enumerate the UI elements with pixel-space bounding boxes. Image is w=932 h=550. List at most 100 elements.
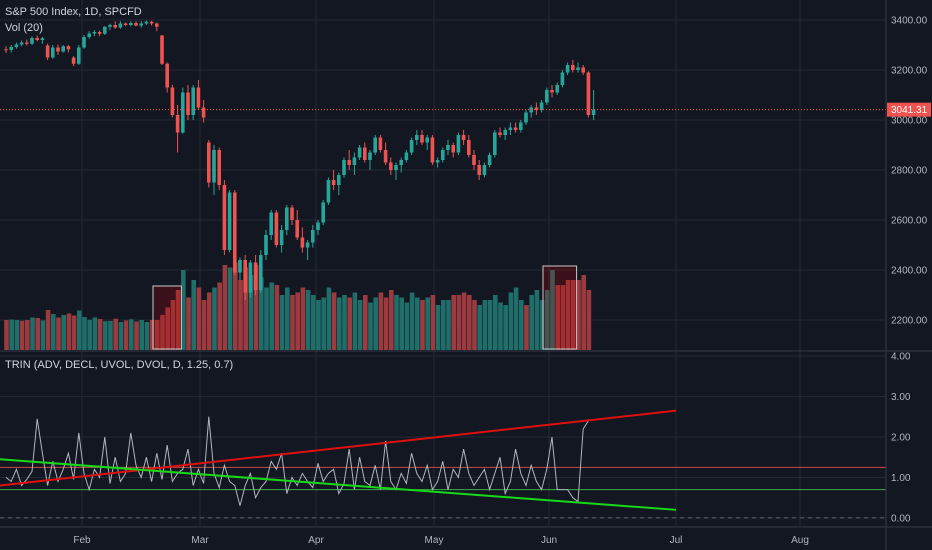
price-tick-label: 2800.00 [891, 166, 928, 177]
candle-body [207, 142, 211, 183]
volume-bar [498, 302, 503, 350]
candle-body [326, 180, 331, 203]
candle-body [378, 137, 383, 150]
volume-bar [487, 300, 493, 350]
volume-bar [508, 292, 514, 350]
candle-body [196, 87, 201, 108]
candle-body [477, 165, 481, 175]
candle-body [227, 192, 232, 250]
candle-body [233, 192, 237, 273]
candle-body [316, 222, 320, 230]
candle-body [560, 72, 565, 85]
volume-bar [139, 320, 144, 350]
volume-bar [40, 320, 46, 350]
candle-body [383, 150, 388, 163]
volume-bar [555, 285, 560, 350]
volume-bar [357, 300, 363, 350]
candle-body [222, 185, 227, 250]
candle-body [118, 23, 123, 28]
candle-body [461, 135, 466, 140]
trin-tick-label: 2.00 [891, 432, 911, 443]
candle-body [9, 47, 13, 50]
candle-body [35, 38, 39, 40]
candle-body [165, 63, 169, 88]
volume-bar [290, 295, 295, 350]
volume-bar [134, 321, 139, 350]
month-tick-label: Mar [191, 535, 209, 546]
trin-title: TRIN (ADV, DECL, UVOL, DVOL, D, 1.25, 0.… [5, 359, 234, 371]
volume-bar [467, 295, 472, 350]
volume-bar [461, 292, 467, 350]
volume-bar [311, 295, 316, 350]
volume-bar [399, 297, 404, 350]
volume-bar [82, 317, 87, 350]
candle-body [565, 65, 570, 73]
volume-bar [389, 290, 394, 350]
volume-bar [45, 310, 51, 350]
candle-body [30, 38, 34, 44]
volume-bar [378, 292, 384, 350]
candle-body [170, 87, 175, 115]
volume-bar [165, 307, 170, 350]
candle-body [82, 37, 86, 48]
volume-bar [300, 287, 306, 350]
volume-bar [493, 295, 498, 350]
candle-body [368, 152, 372, 160]
month-tick-label: Feb [73, 535, 91, 546]
candle-body [14, 44, 19, 47]
volume-bar [430, 295, 436, 350]
volume-bar [170, 300, 176, 350]
volume-bar [118, 322, 124, 350]
volume-bar [550, 270, 555, 350]
candle-body [498, 132, 502, 135]
candle-body [576, 67, 580, 70]
volume-bar [71, 315, 77, 350]
volume-bar [274, 285, 280, 350]
green-trendline [0, 458, 677, 511]
volume-bar [409, 292, 415, 350]
volume-bar [9, 319, 14, 350]
volume-bar [285, 287, 290, 350]
volume-bar [420, 300, 425, 350]
volume-bar [446, 300, 451, 350]
volume-bar [581, 275, 586, 350]
volume-bar [363, 295, 368, 350]
volume-highlight-box [542, 265, 578, 350]
volume-bar [545, 290, 550, 350]
candle-body [186, 92, 190, 115]
volume-bar [477, 305, 482, 350]
volume-bar [503, 305, 508, 350]
candle-body [66, 46, 71, 50]
volume-bar [347, 297, 352, 350]
candle-body [259, 255, 263, 290]
candle-body [243, 260, 247, 293]
month-tick-label: Jul [670, 535, 683, 546]
volume-bar [321, 297, 326, 350]
trin-plot [0, 409, 886, 519]
candle-body [342, 160, 346, 175]
volume-bar [529, 295, 534, 350]
candle-body [467, 140, 471, 155]
volume-bar [97, 319, 103, 350]
volume-bar [175, 290, 181, 350]
volume-bar [425, 297, 430, 350]
volume-bar [269, 282, 274, 350]
candle-body [71, 57, 76, 64]
candle-body [212, 150, 216, 183]
price-tick-label: 3400.00 [891, 16, 928, 27]
candle-body [181, 92, 185, 133]
candle-body [534, 107, 539, 110]
candle-body [160, 35, 164, 64]
volume-bar [435, 305, 441, 350]
volume-bar [565, 280, 571, 350]
volume-bar [539, 300, 545, 350]
volume-bar [160, 315, 165, 350]
volume-bar [19, 320, 25, 350]
candle-body [217, 150, 221, 185]
month-tick-label: May [425, 535, 444, 546]
volume-bar [519, 300, 524, 350]
candle-body [40, 38, 45, 40]
candle-body [513, 127, 518, 130]
month-tick-label: Apr [308, 535, 324, 546]
